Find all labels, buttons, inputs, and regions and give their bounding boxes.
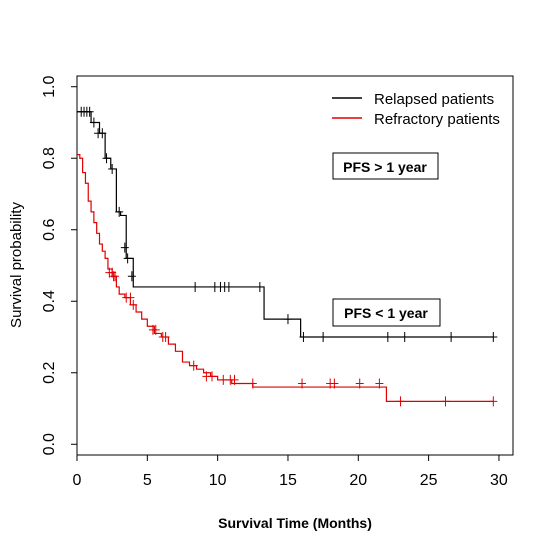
censor-mark	[89, 117, 98, 128]
x-tick-label: 0	[73, 472, 82, 489]
censor-mark	[283, 314, 292, 325]
annotation-box-pfs-gt-1	[332, 152, 439, 180]
censor-mark	[115, 206, 124, 217]
censor-mark	[248, 378, 257, 389]
censor-mark	[383, 332, 392, 343]
y-tick-label: 0.8	[41, 147, 58, 169]
censor-mark	[108, 163, 117, 174]
series-line-1	[77, 154, 494, 402]
x-tick-label: 10	[209, 472, 227, 489]
censor-mark	[230, 374, 239, 385]
censor-mark	[224, 281, 233, 292]
series-layer	[77, 106, 498, 407]
censor-mark	[219, 374, 228, 385]
x-tick-label: 5	[143, 472, 152, 489]
legend: Relapsed patients Refractory patients	[332, 91, 500, 128]
y-tick-label: 1.0	[41, 76, 58, 98]
censor-mark	[489, 396, 498, 407]
x-tick-label: 15	[279, 472, 297, 489]
x-axis-label: Survival Time (Months)	[218, 515, 372, 531]
y-tick-label: 0.4	[41, 290, 58, 312]
legend-label-relapsed: Relapsed patients	[374, 91, 494, 108]
axes: 0 5 10 15 20 25 30 0.0 0.2 0.4 0.6 0.8 1.0	[41, 76, 508, 489]
y-tick-label: 0.2	[41, 362, 58, 384]
censor-mark	[102, 153, 111, 164]
censor-mark	[330, 378, 339, 389]
censor-mark	[191, 281, 200, 292]
x-tick-label: 30	[490, 472, 508, 489]
x-tick-label: 20	[349, 472, 367, 489]
annotation-text-pfs-lt-1: PFS < 1 year	[344, 305, 428, 321]
censor-mark	[489, 332, 498, 343]
censor-mark	[255, 281, 264, 292]
annotation-box-pfs-lt-1	[332, 298, 441, 327]
annotation-text-pfs-gt-1: PFS > 1 year	[343, 159, 427, 175]
censor-mark	[126, 292, 135, 303]
censor-mark	[441, 396, 450, 407]
censor-mark	[447, 332, 456, 343]
y-tick-label: 0.0	[41, 433, 58, 455]
censor-mark	[129, 299, 138, 310]
y-tick-label: 0.6	[41, 219, 58, 241]
censor-mark	[400, 332, 409, 343]
censor-mark	[151, 324, 160, 335]
censor-mark	[120, 242, 129, 253]
censor-mark	[98, 128, 107, 139]
legend-label-refractory: Refractory patients	[374, 111, 500, 128]
censor-mark	[208, 371, 217, 382]
censor-mark	[189, 360, 198, 371]
y-axis-label: Survival probability	[8, 202, 25, 328]
censor-mark	[355, 378, 364, 389]
x-tick-label: 25	[420, 472, 438, 489]
censor-mark	[110, 271, 119, 282]
censor-mark	[375, 378, 384, 389]
censor-mark	[319, 332, 328, 343]
censor-mark	[298, 378, 307, 389]
plot-frame	[76, 75, 514, 456]
censor-mark	[396, 396, 405, 407]
censor-mark	[127, 271, 136, 282]
censor-mark	[85, 106, 94, 117]
censor-mark	[299, 332, 308, 343]
censor-mark	[123, 253, 132, 264]
annotation-pfs-lt-1: PFS < 1 year	[332, 298, 441, 327]
annotation-pfs-gt-1: PFS > 1 year	[332, 152, 439, 180]
censor-mark	[161, 332, 170, 343]
